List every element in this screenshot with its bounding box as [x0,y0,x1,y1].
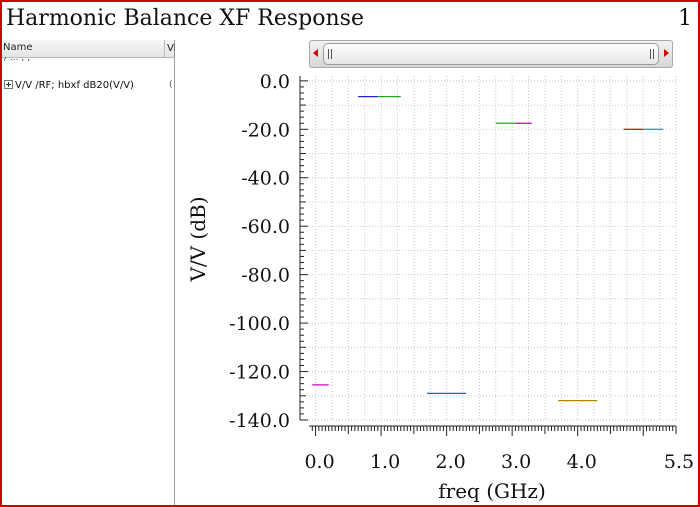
chart-number: 1 [678,6,692,31]
signal-tree-item[interactable]: V/V /RF; hbxf dB20(V/V) [4,80,134,91]
thumb-grip-left-icon[interactable] [331,49,332,59]
chart-title: Harmonic Balance XF Response [6,6,364,31]
x-tick-label: 2.0 [436,451,466,473]
y-tick-label: -120.0 [229,362,290,384]
tick-labels: 0.0 -20.0 -40.0 -60.0 -80.0 -100.0 -120.0 -140.… [229,71,694,473]
series-lines [312,95,663,402]
list-item-partial[interactable]: / ... ; ; [2,57,174,62]
x-axis-scrollbar[interactable] [309,40,673,68]
signal-label: V/V /RF; hbxf dB20(V/V) [15,80,134,91]
column-header-visible[interactable]: Vi [164,40,175,57]
x-tick-label: 3.0 [501,451,531,473]
grid-lines [309,76,677,421]
expand-plus-icon[interactable] [4,80,13,89]
x-axis-label: freq (GHz) [438,479,546,503]
x-tick-label: 5.5 [664,451,694,473]
y-axis-label: V/V (dB) [186,196,210,282]
thumb-grip-left-icon[interactable] [328,49,329,59]
y-tick-label: -140.0 [229,410,290,432]
thumb-grip-right-icon[interactable] [650,49,651,59]
x-tick-label: 0.0 [304,451,334,473]
y-tick-label: -100.0 [229,313,290,335]
scrollbar-thumb[interactable] [323,43,659,65]
thumb-grip-right-icon[interactable] [653,49,654,59]
scroll-right-arrow-icon[interactable] [664,49,669,57]
signal-visibility-marker[interactable]: ( [169,80,173,90]
signal-browser-panel: Name Vi / ... ; ; V/V /RF; hbxf dB20(V/V… [2,40,175,505]
panel-header: Name Vi [2,40,175,58]
scroll-left-arrow-icon[interactable] [313,49,318,57]
y-tick-label: -40.0 [241,168,290,190]
y-tick-label: -80.0 [241,265,290,287]
axes [299,76,677,436]
partial-row-text: / ... ; ; [4,57,31,62]
x-tick-label: 4.0 [567,451,597,473]
y-tick-label: -20.0 [241,119,290,141]
x-tick-label: 1.0 [370,451,400,473]
y-tick-label: -60.0 [241,216,290,238]
column-header-name[interactable]: Name [3,42,33,53]
y-tick-label: 0.0 [260,71,290,93]
